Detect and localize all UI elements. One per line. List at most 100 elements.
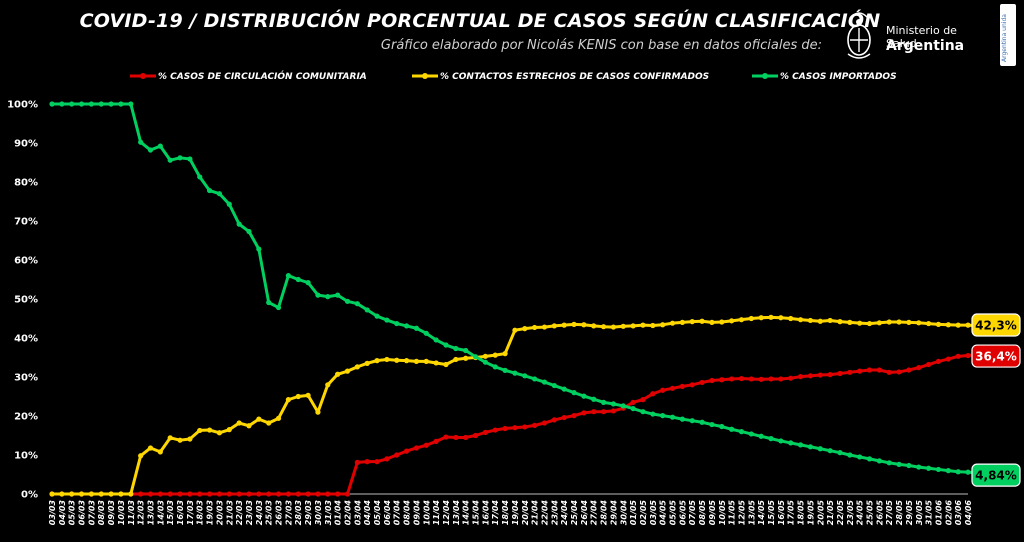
- data-point: [463, 355, 469, 361]
- x-tick-label: 26/05: [875, 500, 884, 526]
- series-line: [52, 102, 1008, 477]
- data-point: [167, 157, 173, 163]
- argentina-seal-icon: [847, 12, 871, 59]
- data-point: [512, 327, 518, 333]
- data-point: [138, 139, 144, 145]
- data-point: [49, 491, 55, 497]
- data-point: [295, 393, 301, 400]
- x-tick-label: 09/04: [412, 500, 421, 526]
- data-point: [394, 357, 400, 363]
- data-point: [699, 318, 705, 324]
- data-point: [758, 376, 764, 382]
- data-point: [512, 425, 518, 431]
- data-point: [945, 468, 951, 474]
- y-tick-label: 10%: [14, 451, 38, 462]
- data-point: [206, 491, 213, 497]
- data-point: [768, 436, 774, 442]
- data-point: [522, 424, 528, 430]
- data-point: [423, 330, 429, 336]
- x-tick-label: 22/04: [540, 500, 549, 526]
- data-point: [147, 491, 154, 497]
- data-point: [778, 315, 784, 321]
- data-point: [748, 376, 754, 382]
- data-point: [147, 445, 154, 451]
- data-point: [709, 319, 715, 325]
- data-point: [364, 459, 370, 465]
- data-point: [413, 445, 420, 451]
- data-point: [896, 319, 902, 325]
- data-point: [926, 320, 932, 327]
- x-tick-label: 29/03: [304, 500, 313, 526]
- data-point: [965, 352, 971, 359]
- data-point: [945, 322, 951, 328]
- data-point: [817, 372, 823, 378]
- x-tick-label: 24/03: [255, 500, 264, 526]
- data-point: [433, 360, 439, 366]
- data-point: [650, 391, 656, 397]
- data-point: [748, 431, 754, 437]
- data-point: [581, 393, 587, 399]
- data-point: [719, 319, 725, 325]
- data-point: [275, 304, 282, 311]
- data-point: [522, 373, 528, 379]
- y-axis: 0% 10% 20% 30% 40% 50% 60% 70% 80% 90% 100%: [7, 100, 968, 501]
- x-tick-label: 05/05: [669, 500, 678, 526]
- data-point: [502, 425, 508, 432]
- data-point: [472, 354, 479, 360]
- data-point: [541, 420, 548, 426]
- data-point: [522, 326, 528, 332]
- data-point: [955, 322, 961, 328]
- data-point: [108, 491, 114, 497]
- end-label-box: [971, 344, 1021, 368]
- data-point: [640, 322, 646, 328]
- data-point: [551, 417, 557, 423]
- data-point: [561, 386, 567, 392]
- data-point: [571, 390, 577, 396]
- data-point: [118, 101, 124, 107]
- data-point: [778, 438, 784, 444]
- data-point: [492, 364, 498, 370]
- data-point: [689, 418, 695, 424]
- data-point: [364, 307, 370, 313]
- data-point: [69, 491, 75, 497]
- data-point: [719, 423, 725, 430]
- series-lines: [49, 101, 1011, 497]
- data-point: [305, 280, 311, 286]
- x-tick-label: 01/05: [629, 500, 638, 526]
- x-tick-label: 20/03: [215, 500, 224, 526]
- x-tick-label: 23/05: [846, 500, 855, 526]
- data-point: [955, 469, 961, 475]
- data-point: [926, 361, 932, 368]
- data-point: [118, 491, 124, 497]
- data-point: [138, 453, 144, 459]
- data-point: [660, 322, 666, 328]
- y-tick-label: 20%: [14, 412, 38, 423]
- x-tick-label: 28/04: [600, 500, 609, 526]
- data-point: [197, 427, 203, 434]
- x-tick-label: 18/04: [501, 500, 510, 526]
- x-tick-label: 27/04: [590, 500, 599, 526]
- x-tick-label: 09/05: [708, 500, 717, 526]
- data-point: [650, 322, 656, 329]
- data-point: [630, 323, 636, 329]
- data-point: [945, 356, 951, 362]
- data-point: [630, 399, 636, 405]
- legend: % CASOS DE CIRCULACIÓN COMUNITARIA % CONT…: [130, 70, 897, 82]
- data-point: [315, 491, 321, 497]
- data-point: [128, 491, 134, 497]
- x-tick-label: 15/04: [472, 500, 481, 526]
- x-tick-label: 18/03: [196, 500, 205, 526]
- series-0: [49, 349, 1011, 497]
- data-point: [679, 383, 685, 389]
- data-point: [758, 315, 764, 321]
- data-point: [965, 322, 971, 328]
- x-tick-label: 10/04: [422, 500, 431, 526]
- data-point: [847, 319, 853, 325]
- data-point: [876, 320, 882, 326]
- data-point: [374, 459, 380, 465]
- data-point: [275, 415, 282, 421]
- data-point: [778, 376, 784, 382]
- data-point: [78, 101, 85, 107]
- y-tick-label: 70%: [14, 217, 38, 228]
